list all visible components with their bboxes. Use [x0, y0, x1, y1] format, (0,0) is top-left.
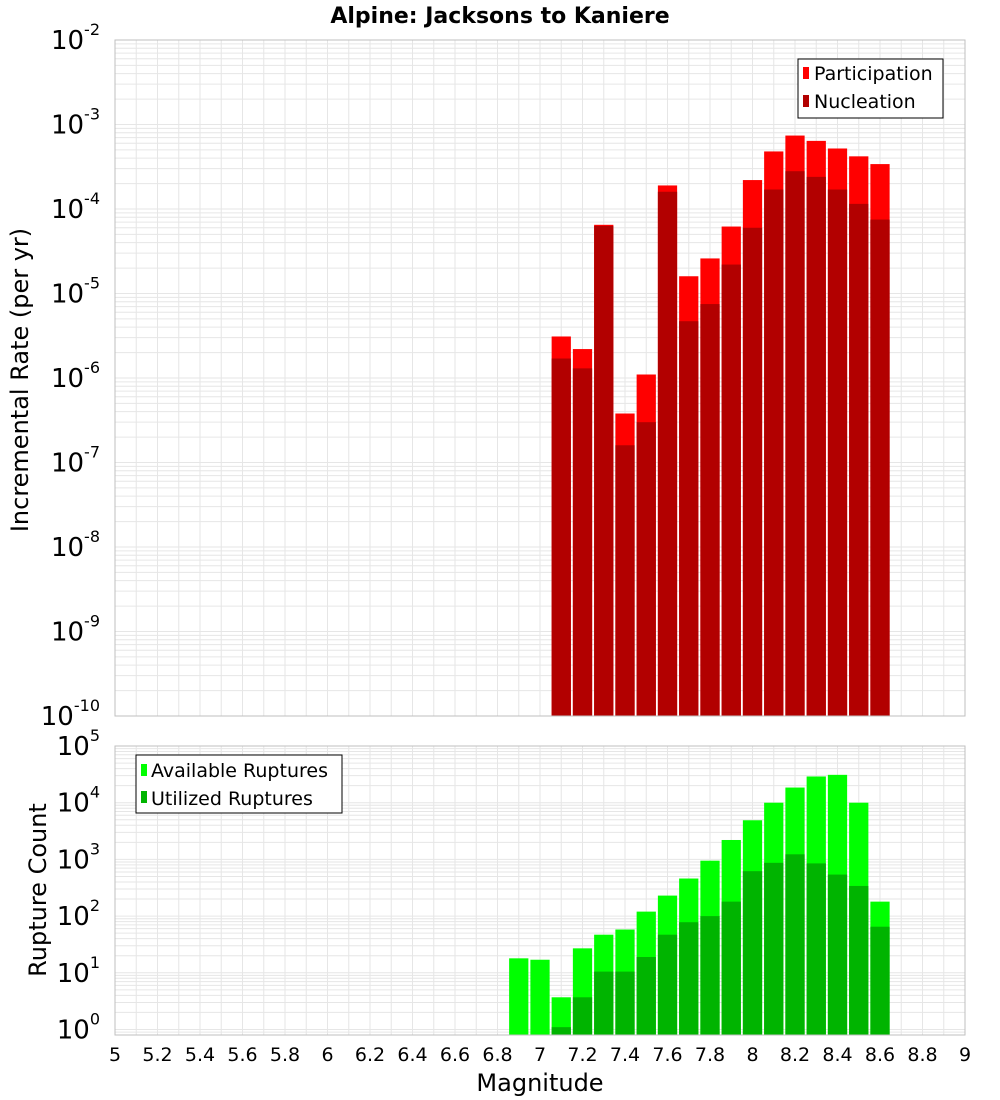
x-tick-label: 6.4 [397, 1044, 427, 1066]
bar-utilized-ruptures [572, 997, 593, 1035]
bottom-y-tick-label: 102 [57, 896, 100, 932]
bar-utilized-ruptures [827, 874, 848, 1035]
bar-utilized-ruptures [636, 956, 656, 1035]
bar-utilized-ruptures [679, 922, 699, 1035]
bottom-y-tick-label: 105 [57, 726, 100, 762]
bar-available-ruptures [509, 958, 529, 1035]
top-y-tick-label: 10-9 [51, 612, 100, 648]
bar-nucleation [870, 219, 890, 717]
bottom-y-tick-label: 103 [57, 839, 100, 875]
legend-label-nucleation: Nucleation [814, 91, 916, 113]
x-axis-label: Magnitude [476, 1069, 603, 1097]
bottom-plot-area: 100 101 102 103 104 105 [57, 726, 966, 1046]
bar-nucleation [849, 203, 869, 716]
bar-nucleation [572, 368, 593, 716]
x-tick-label: 9 [959, 1044, 971, 1066]
bar-utilized-ruptures [870, 926, 890, 1035]
x-tick-label: 5.4 [185, 1044, 215, 1066]
x-tick-label: 6.8 [482, 1044, 512, 1066]
x-tick-label: 7.6 [652, 1044, 682, 1066]
bar-nucleation [806, 176, 826, 717]
legend-swatch-participation [803, 67, 809, 79]
top-y-tick-label: 10-6 [51, 358, 100, 394]
bar-nucleation [551, 358, 571, 716]
legend-swatch-available [141, 764, 147, 776]
bottom-y-axis-label: Rupture Count [24, 803, 52, 977]
bar-utilized-ruptures [742, 871, 763, 1035]
top-legend: Participation Nucleation [797, 58, 944, 119]
bar-utilized-ruptures [594, 971, 614, 1035]
x-tick-label: 5.6 [227, 1044, 257, 1066]
plot-border [114, 39, 966, 717]
x-tick-label: 8.6 [865, 1044, 895, 1066]
x-tick-label: 8 [746, 1044, 758, 1066]
x-tick-labels: 5 5.2 5.4 5.6 5.8 6 6.2 6.4 6.6 6.8 7 7.2 7.4 7.6 7.8 8… [109, 1044, 971, 1066]
legend-label-available: Available Ruptures [151, 760, 328, 782]
bar-utilized-ruptures [721, 901, 741, 1035]
bar-utilized-ruptures [806, 863, 826, 1035]
bottom-y-tick-label: 100 [57, 1010, 100, 1046]
bottom-y-tick-label: 101 [57, 953, 100, 989]
top-y-tick-label: 10-10 [41, 696, 100, 732]
bottom-y-tick-label: 104 [57, 783, 100, 819]
x-tick-label: 5 [109, 1044, 121, 1066]
top-y-tick-label: 10-8 [51, 527, 100, 563]
top-y-tick-label: 10-4 [51, 189, 100, 225]
x-tick-label: 6.2 [355, 1044, 385, 1066]
bar-utilized-ruptures [551, 1027, 571, 1035]
top-y-tick-label: 10-5 [51, 274, 100, 310]
legend-label-participation: Participation [814, 63, 933, 85]
x-tick-label: 8.4 [822, 1044, 852, 1066]
x-tick-label: 6 [321, 1044, 333, 1066]
legend-swatch-nucleation [803, 95, 809, 107]
x-tick-label: 7.8 [695, 1044, 725, 1066]
bar-nucleation [679, 321, 699, 716]
top-y-tick-label: 10-2 [51, 20, 100, 56]
x-tick-label: 7 [534, 1044, 546, 1066]
bar-nucleation [700, 304, 720, 716]
bar-utilized-ruptures [657, 934, 678, 1035]
legend-swatch-utilized [141, 791, 147, 803]
bar-available-ruptures [530, 959, 550, 1035]
bar-utilized-ruptures [785, 854, 805, 1035]
bar-nucleation [785, 171, 805, 716]
bottom-legend: Available Ruptures Utilized Ruptures [135, 754, 343, 814]
top-y-tick-label: 10-7 [51, 443, 100, 479]
x-tick-label: 8.8 [907, 1044, 937, 1066]
x-tick-label: 6.6 [440, 1044, 470, 1066]
bar-utilized-ruptures [764, 862, 784, 1035]
bar-utilized-ruptures [615, 971, 635, 1035]
plot-border [114, 745, 966, 1036]
bar-nucleation [594, 225, 614, 716]
legend-label-utilized: Utilized Ruptures [151, 788, 313, 810]
bar-nucleation [721, 264, 741, 716]
bar-available-ruptures [551, 997, 571, 1035]
bar-utilized-ruptures [849, 885, 869, 1035]
top-y-axis-label: Incremental Rate (per yr) [6, 228, 34, 532]
bar-nucleation [764, 189, 784, 716]
top-y-tick-label: 10-3 [51, 105, 100, 141]
chart-title: Alpine: Jacksons to Kaniere [330, 4, 669, 29]
x-tick-label: 5.8 [270, 1044, 300, 1066]
bar-nucleation [742, 227, 763, 716]
x-tick-label: 5.2 [142, 1044, 172, 1066]
bar-nucleation [636, 422, 656, 716]
x-tick-label: 8.2 [780, 1044, 810, 1066]
bar-nucleation [827, 189, 848, 716]
bar-utilized-ruptures [700, 916, 720, 1035]
x-tick-label: 7.4 [610, 1044, 640, 1066]
x-tick-label: 7.2 [567, 1044, 597, 1066]
bar-nucleation [615, 445, 635, 716]
top-plot-area: 10-10 10-9 10-8 10-7 10-6 10-5 10-4 10-3 10-2 [41, 20, 966, 732]
bar-nucleation [657, 191, 678, 717]
